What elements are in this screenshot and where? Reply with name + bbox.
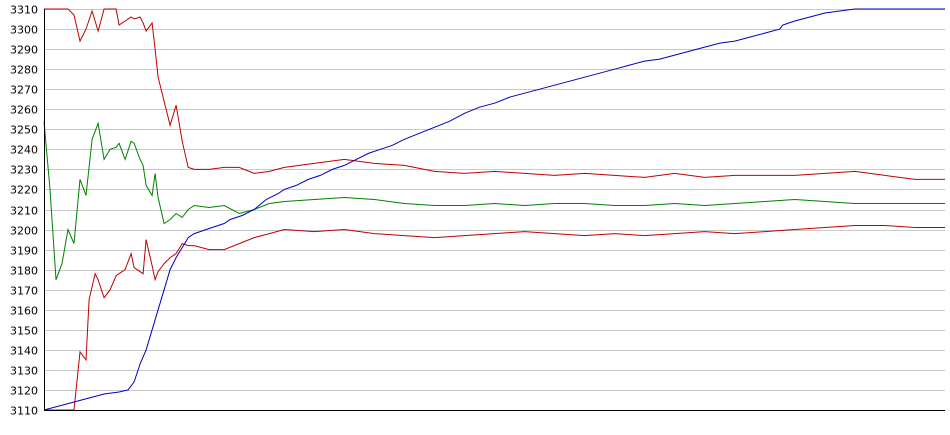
y-tick-label: 3290 (10, 44, 38, 57)
y-tick-label: 3150 (10, 325, 38, 338)
series-lines (43, 8, 945, 411)
gridlines (44, 9, 945, 411)
y-tick-label: 3180 (10, 265, 38, 278)
y-tick-label: 3280 (10, 64, 38, 77)
y-tick-label: 3120 (10, 385, 38, 398)
y-tick-label: 3240 (10, 144, 38, 157)
y-tick-label: 3200 (10, 225, 38, 238)
y-tick-label: 3310 (10, 4, 38, 17)
y-tick-label: 3260 (10, 104, 38, 117)
y-axis-ticks: 3110 3120 3130 3140 3150 3160 3170 3180 3190 3200… (10, 4, 38, 418)
series-line-upper (44, 8, 945, 180)
y-tick-label: 3250 (10, 124, 38, 137)
y-tick-label: 3130 (10, 365, 38, 378)
series-line-middle (43, 121, 945, 280)
y-tick-label: 3140 (10, 345, 38, 358)
y-tick-label: 3160 (10, 305, 38, 318)
y-tick-label: 3230 (10, 164, 38, 177)
y-tick-label: 3190 (10, 245, 38, 258)
y-tick-label: 3110 (10, 405, 38, 418)
y-tick-label: 3220 (10, 184, 38, 197)
axes (44, 9, 945, 411)
series-line-lower (44, 225, 945, 411)
y-tick-label: 3270 (10, 84, 38, 97)
y-tick-label: 3210 (10, 205, 38, 218)
y-tick-label: 3300 (10, 24, 38, 37)
series-line-trend (43, 8, 945, 411)
y-tick-label: 3170 (10, 285, 38, 298)
